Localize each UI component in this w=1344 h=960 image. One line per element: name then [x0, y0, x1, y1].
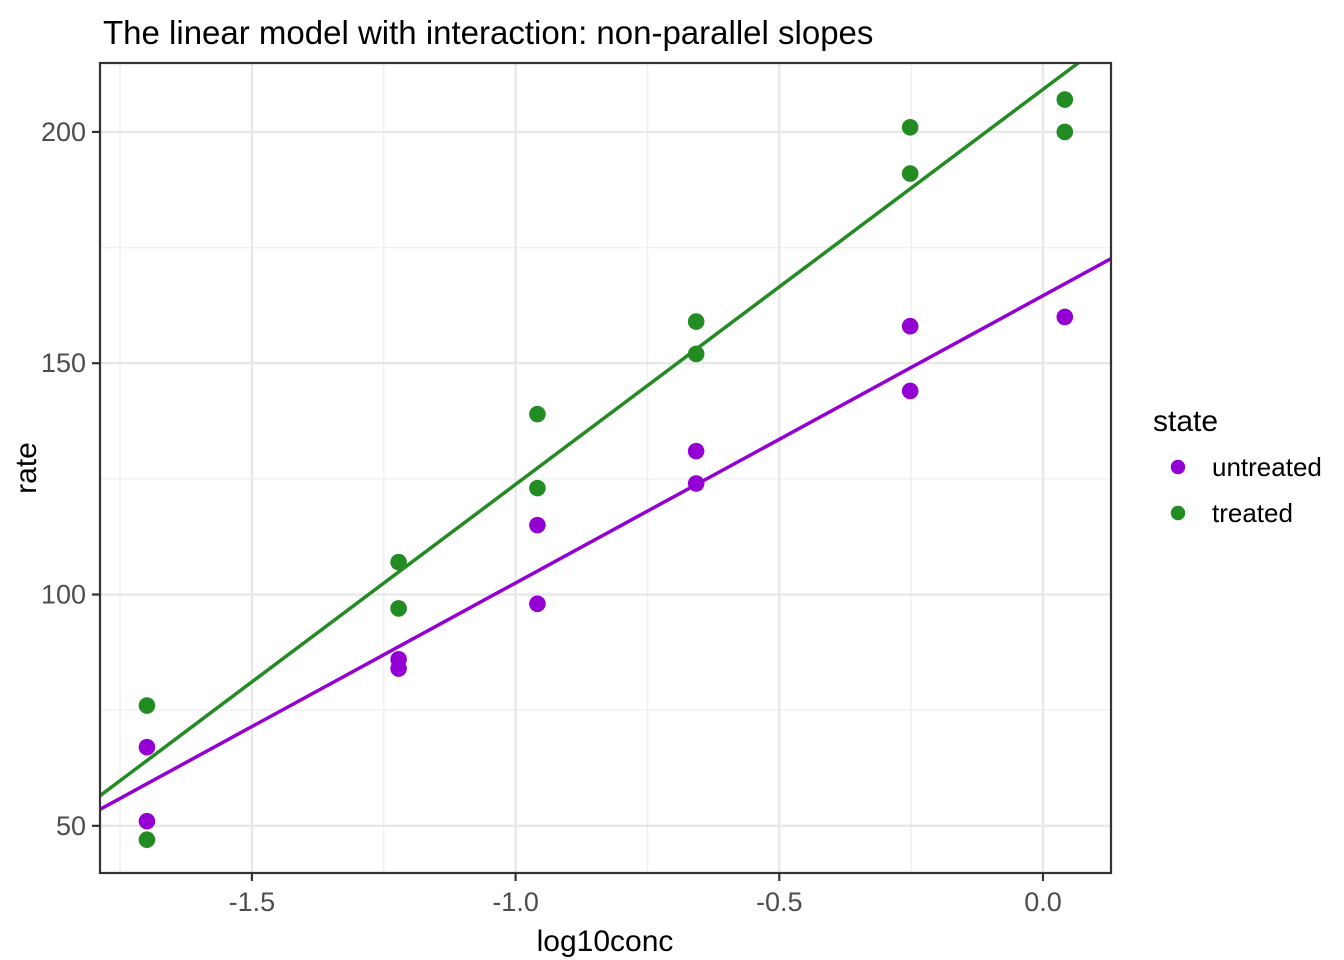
data-point-treated — [687, 345, 705, 363]
x-axis-title: log10conc — [537, 925, 674, 958]
data-point-untreated — [901, 317, 919, 335]
data-point-treated — [901, 165, 919, 182]
x-tick-label: 0.0 — [1024, 887, 1062, 917]
y-tick-label: 200 — [41, 117, 86, 147]
plot-title: The linear model with interaction: non-p… — [103, 14, 873, 51]
legend-label-treated: treated — [1212, 498, 1293, 528]
data-point-untreated — [1056, 308, 1074, 326]
data-point-treated — [1056, 123, 1074, 141]
legend-treated-dot-icon — [1170, 505, 1186, 521]
gridlines-minor — [100, 63, 1111, 873]
data-point-treated — [390, 600, 407, 617]
legend: state untreated treated — [1153, 405, 1322, 528]
regression-lines — [100, 63, 1111, 811]
data-point-untreated — [390, 650, 407, 668]
data-point-treated — [138, 831, 156, 848]
panel-border — [98, 61, 1113, 875]
gridlines-major — [100, 63, 1111, 873]
data-point-treated — [390, 553, 407, 571]
axis-ticks — [92, 130, 1045, 881]
legend-label-untreated: untreated — [1212, 452, 1322, 482]
x-tick-label: -1.5 — [229, 887, 276, 917]
x-tick-label: -0.5 — [756, 887, 803, 917]
y-axis-title: rate — [10, 442, 43, 494]
x-tick-label: -1.0 — [492, 887, 539, 917]
data-point-treated — [138, 697, 156, 714]
data-points — [138, 91, 1074, 848]
fit-line-untreated — [100, 257, 1111, 811]
legend-title: state — [1153, 405, 1218, 438]
axis-tick-labels: -1.5 -1.0 -0.5 0.0 50 100 150 200 — [41, 117, 1062, 917]
data-point-untreated — [687, 442, 705, 460]
data-point-untreated — [138, 738, 156, 756]
data-point-untreated — [529, 595, 546, 613]
data-point-untreated — [138, 812, 156, 830]
data-point-untreated — [901, 382, 919, 400]
data-point-treated — [901, 119, 919, 136]
y-tick-label: 50 — [56, 811, 86, 841]
data-point-treated — [1056, 91, 1074, 108]
data-point-treated — [529, 479, 546, 497]
data-point-untreated — [529, 516, 546, 534]
data-point-treated — [687, 313, 705, 330]
y-tick-label: 150 — [41, 348, 86, 378]
data-point-treated — [529, 405, 546, 423]
data-point-untreated — [687, 475, 705, 492]
y-tick-label: 100 — [41, 580, 86, 610]
fit-line-treated — [100, 63, 1082, 798]
legend-untreated-dot-icon — [1170, 459, 1186, 475]
